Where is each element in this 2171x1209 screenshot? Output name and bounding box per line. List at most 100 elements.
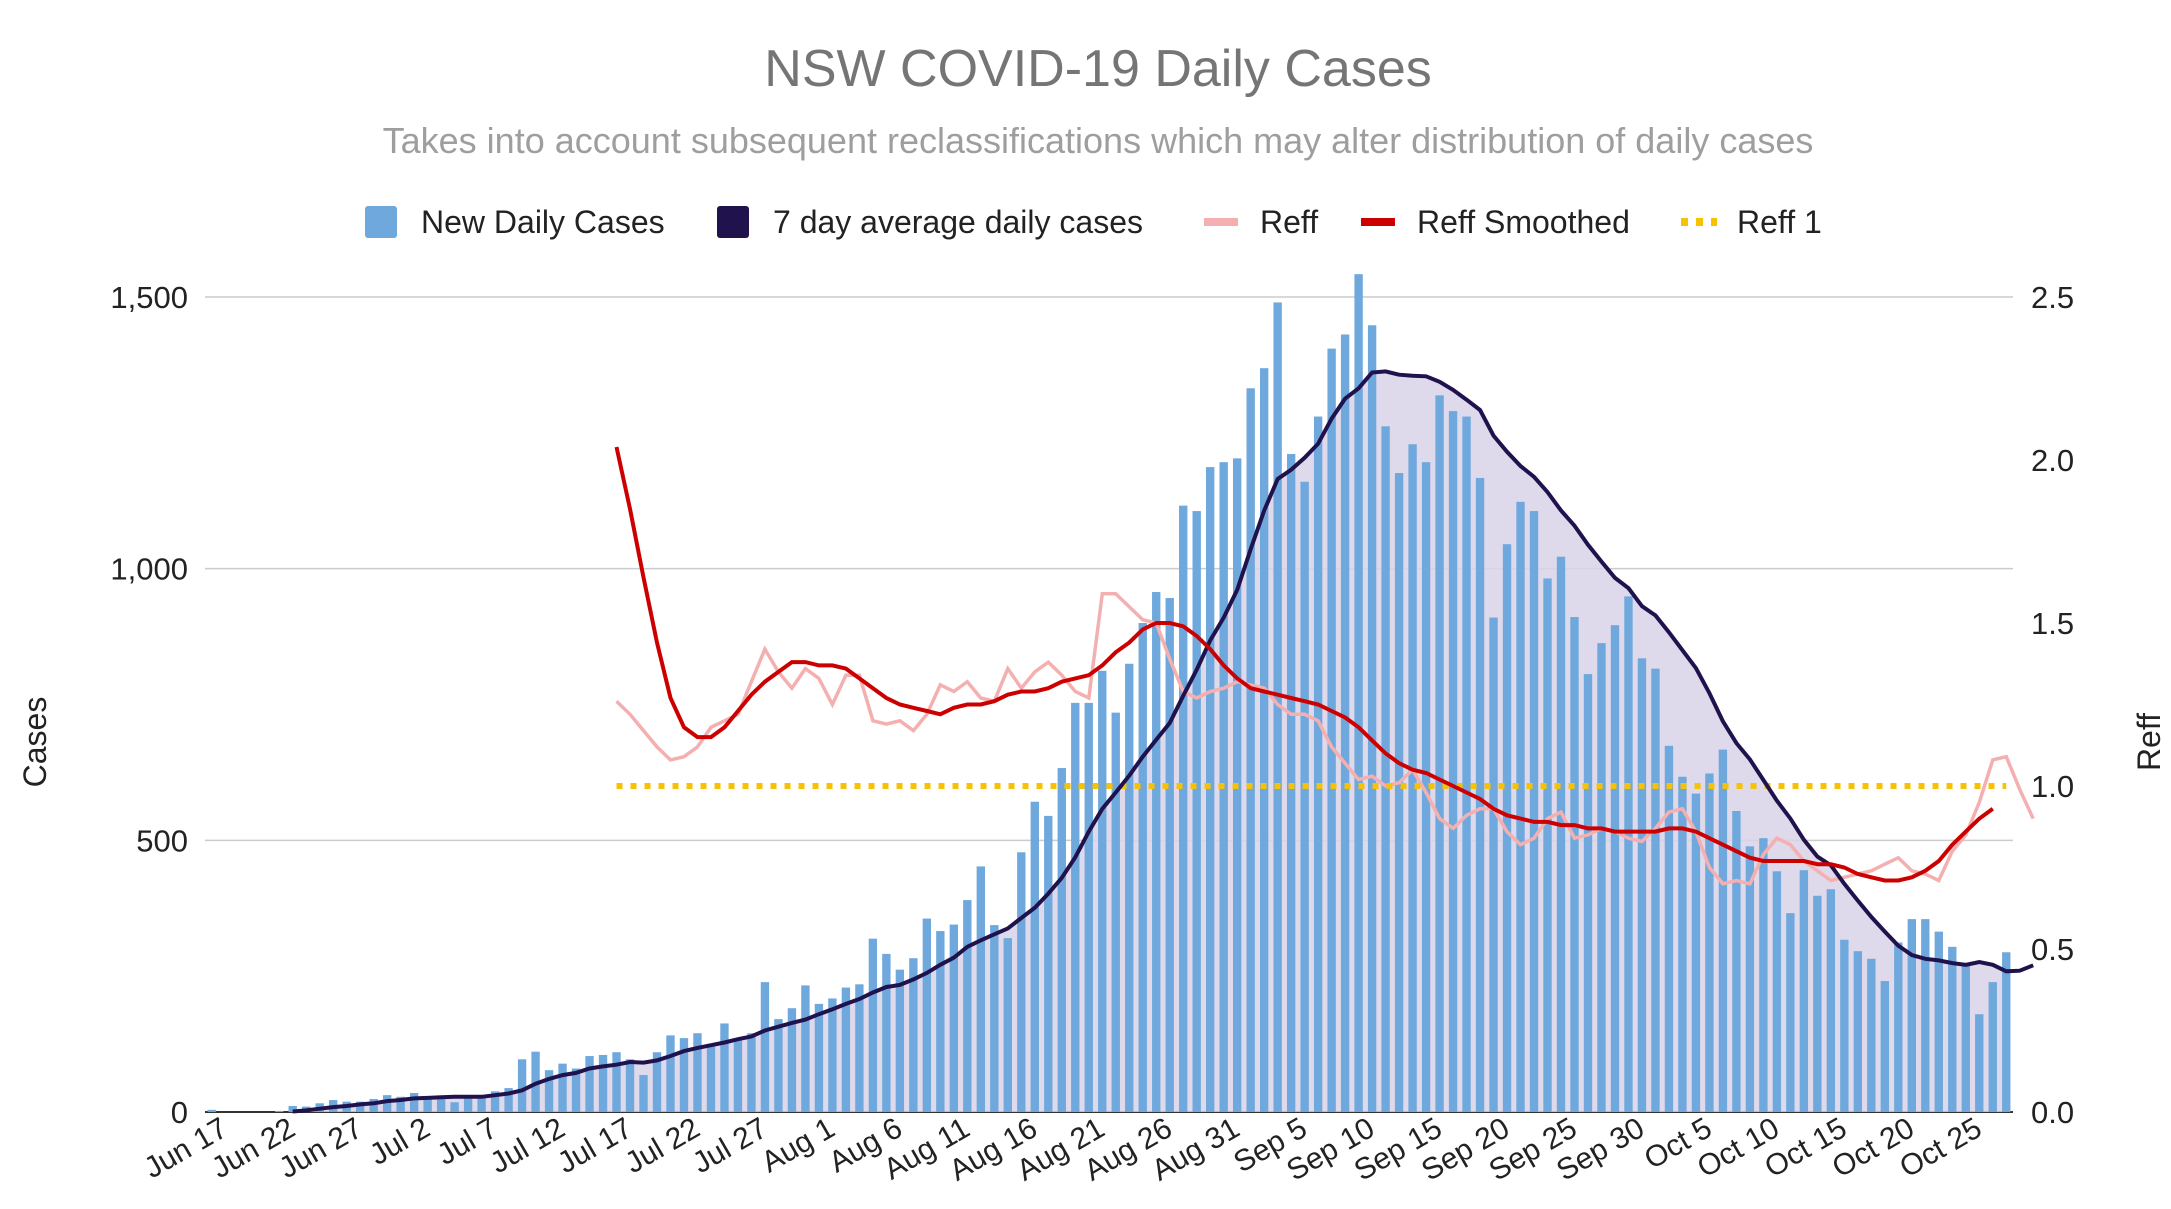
- bar: [1502, 544, 1512, 1112]
- bar: [1394, 473, 1404, 1112]
- bar: [1664, 745, 1674, 1112]
- x-tick-label: Jul 22: [620, 1111, 706, 1180]
- bar: [1975, 1014, 1984, 1112]
- bar: [1340, 334, 1350, 1112]
- bar: [801, 985, 810, 1112]
- bar: [1705, 773, 1714, 1112]
- bar: [369, 1098, 378, 1112]
- bar: [666, 1035, 675, 1112]
- legend-7-day-average: 7 day average daily cases: [717, 204, 1143, 240]
- y2-axis-label: Reff: [2131, 713, 2167, 771]
- lines-layer: [292, 369, 2035, 1114]
- bar: [1853, 951, 1863, 1112]
- bar: [1691, 793, 1701, 1112]
- bar: [1098, 670, 1107, 1112]
- bar: [1894, 942, 1903, 1112]
- bar: [760, 982, 770, 1112]
- bar: [571, 1068, 581, 1112]
- chart-subtitle: Takes into account subsequent reclassifi…: [383, 120, 1814, 161]
- x-tick-label: Jul 12: [485, 1111, 571, 1180]
- bar: [1597, 643, 1606, 1112]
- bar: [679, 1038, 689, 1112]
- bar: [1259, 368, 1269, 1113]
- bar: [1826, 889, 1836, 1112]
- legend-swatch: [1361, 218, 1395, 226]
- bar: [706, 1044, 716, 1112]
- bar: [1880, 981, 1890, 1112]
- legend-reff: Reff: [1204, 204, 1318, 240]
- bar: [882, 953, 891, 1112]
- bar: [288, 1106, 297, 1112]
- bar: [895, 969, 905, 1112]
- bar: [949, 924, 959, 1112]
- y2-tick-label: 2.0: [2031, 443, 2074, 478]
- y-axis-label: Cases: [17, 697, 53, 788]
- y-tick-label: 0: [171, 1095, 188, 1130]
- bar: [517, 1059, 527, 1112]
- bar: [409, 1092, 419, 1112]
- bar: [1003, 938, 1012, 1112]
- bar: [814, 1003, 824, 1112]
- bar: [275, 1110, 284, 1112]
- bar: [1071, 702, 1080, 1112]
- y-tick-label: 1,000: [110, 552, 188, 587]
- bar: [1408, 444, 1417, 1112]
- bar: [652, 1052, 662, 1112]
- bar: [747, 1033, 756, 1112]
- bar: [1624, 596, 1633, 1112]
- bar: [450, 1102, 459, 1112]
- bar: [1799, 870, 1809, 1112]
- y2-tick-label: 2.5: [2031, 280, 2074, 315]
- bar: [693, 1033, 702, 1112]
- bar: [1111, 712, 1120, 1112]
- bar: [1651, 668, 1660, 1112]
- bar: [1570, 617, 1579, 1112]
- average-line: [292, 369, 2034, 1114]
- bar: [544, 1070, 554, 1112]
- bar: [1745, 846, 1755, 1112]
- bar: [1907, 919, 1916, 1112]
- reff-smoothed-line: [614, 446, 1994, 883]
- bar: [490, 1091, 500, 1112]
- bar: [1246, 388, 1255, 1112]
- bar: [207, 1109, 216, 1112]
- bar: [598, 1054, 608, 1112]
- bar: [1583, 674, 1593, 1112]
- bar: [841, 987, 851, 1112]
- y2-tick-label: 1.0: [2031, 769, 2074, 804]
- bar: [396, 1096, 405, 1112]
- bar: [1367, 325, 1377, 1113]
- bar: [1044, 815, 1053, 1112]
- bar: [558, 1063, 567, 1112]
- legend-label: 7 day average daily cases: [773, 204, 1143, 240]
- bar: [1475, 477, 1485, 1112]
- bar: [639, 1075, 648, 1112]
- x-tick-label: Jul 27: [687, 1111, 773, 1180]
- bar: [382, 1095, 392, 1112]
- legend-label: Reff: [1260, 204, 1318, 240]
- legend-swatch: [365, 206, 397, 238]
- bar: [463, 1097, 473, 1112]
- y-tick-label: 1,500: [110, 280, 188, 315]
- bar: [1462, 416, 1471, 1112]
- bar: [774, 1019, 783, 1112]
- chart-title: NSW COVID-19 Daily Cases: [764, 40, 1431, 98]
- legend-new-daily-cases: New Daily Cases: [365, 204, 665, 240]
- bar: [990, 925, 999, 1112]
- bar: [1610, 625, 1620, 1112]
- bar: [1759, 838, 1768, 1112]
- bar: [1354, 274, 1363, 1112]
- bar: [1313, 416, 1323, 1112]
- bar: [1138, 623, 1147, 1112]
- bar: [1988, 982, 1997, 1112]
- bar: [1948, 946, 1957, 1112]
- bar: [355, 1101, 365, 1112]
- bar: [1327, 348, 1336, 1112]
- bar: [1273, 302, 1282, 1112]
- bar: [963, 900, 972, 1112]
- bar: [1786, 913, 1795, 1112]
- legend-label: Reff 1: [1737, 204, 1822, 240]
- bar: [1529, 511, 1539, 1112]
- bar: [1637, 658, 1647, 1112]
- y2-tick-label: 0.0: [2031, 1095, 2074, 1130]
